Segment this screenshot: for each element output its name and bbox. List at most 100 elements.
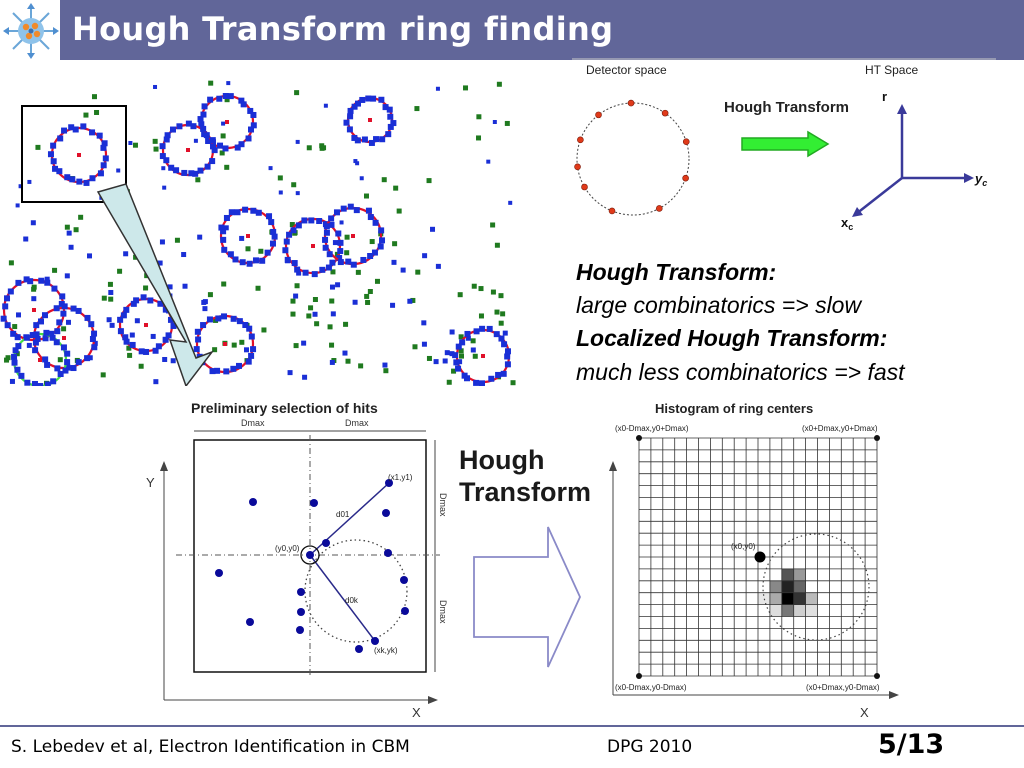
seed-hit	[306, 551, 314, 559]
ring-hit	[282, 247, 289, 254]
ring-hit	[209, 368, 216, 375]
green-hit	[458, 334, 464, 340]
green-hit	[35, 144, 41, 150]
ring-hit	[117, 316, 124, 323]
histogram-cell	[805, 604, 818, 617]
ring-hit	[68, 124, 75, 131]
zoom-box	[21, 105, 127, 203]
ring-hit	[101, 140, 108, 147]
scattered-blue-hit	[435, 263, 441, 269]
ring-hit	[84, 355, 91, 362]
ring-hit	[250, 111, 257, 118]
ring-hit	[386, 106, 393, 113]
scattered-blue-hit	[353, 159, 358, 164]
ring-hit	[473, 379, 480, 386]
scattered-blue-hit	[161, 166, 166, 171]
ring-hit	[70, 305, 77, 312]
green-hit	[258, 248, 264, 254]
ring-hit	[360, 256, 367, 263]
ring-center	[62, 336, 66, 340]
seed-hit-marker	[300, 545, 320, 565]
ring-hit	[239, 259, 246, 266]
ring-hit	[355, 100, 362, 107]
scattered-blue-hit	[16, 312, 22, 318]
ring-hit	[387, 123, 394, 130]
scattered-blue-hit	[244, 347, 250, 353]
ring-hit	[159, 143, 166, 150]
ring-hit	[100, 162, 107, 169]
histogram-cell	[769, 592, 782, 605]
green-hit	[239, 339, 245, 345]
green-hit	[94, 109, 100, 115]
prelim-y-arrowhead	[160, 461, 168, 471]
ring-hit	[264, 249, 271, 256]
ring-hit	[216, 95, 223, 102]
ring-hit	[269, 240, 276, 247]
green-hit	[174, 237, 180, 243]
ring-hit	[478, 380, 485, 386]
scattered-blue-hit	[170, 358, 176, 364]
distance-line-d0k	[309, 554, 376, 642]
scattered-blue-hit	[92, 340, 98, 346]
ring-hit	[290, 227, 297, 234]
ring-hit	[286, 231, 293, 238]
scattered-blue-hit	[31, 296, 37, 302]
ring-hit	[91, 330, 98, 337]
green-hit	[334, 251, 340, 257]
ring-hit	[200, 125, 207, 132]
green-hit	[64, 224, 70, 230]
scattered-blue-hit	[296, 270, 302, 276]
ring-hit	[10, 330, 17, 337]
ring-hit	[206, 316, 213, 323]
ring-hit	[0, 315, 7, 322]
scattered-blue-hit	[162, 356, 168, 362]
green-hit	[100, 372, 106, 378]
scattered-blue-hit	[129, 332, 135, 338]
green-hit	[231, 342, 237, 348]
green-hit	[392, 241, 398, 247]
ring-hit	[500, 370, 507, 377]
ring-hit	[53, 305, 60, 312]
ring-hit	[255, 209, 262, 216]
ring-hit	[11, 353, 18, 360]
ring-hit	[170, 322, 177, 329]
ring-hit	[2, 303, 9, 310]
ring-hit	[102, 155, 109, 162]
ring-hit	[44, 361, 51, 368]
scattered-blue-hit	[330, 311, 336, 317]
ring-hit	[218, 224, 225, 231]
scattered-blue-hit	[435, 86, 440, 91]
ring-hit	[157, 300, 164, 307]
green-hit	[498, 293, 504, 299]
detector-ring	[576, 102, 690, 216]
hit-point	[215, 569, 223, 577]
ring-center	[481, 354, 485, 358]
green-hit	[478, 286, 484, 292]
ring-hit	[486, 325, 493, 332]
green-hit	[470, 338, 476, 344]
ring-hit	[72, 126, 79, 133]
green-hit	[291, 182, 297, 188]
green-hit	[220, 133, 226, 139]
ring-hit	[169, 126, 176, 133]
ring-hit	[57, 371, 64, 378]
ring-hit	[221, 313, 228, 320]
detector-space-label: Detector space	[586, 63, 667, 77]
ring-hit	[188, 170, 195, 177]
ring-hit	[75, 359, 82, 366]
detector-hit	[627, 99, 635, 107]
hit-point	[246, 618, 254, 626]
ring-hit	[64, 174, 71, 181]
green-hit	[329, 298, 335, 304]
ring-hit	[42, 356, 49, 363]
ring-hit	[322, 236, 329, 243]
histogram-cell	[781, 592, 794, 605]
ring-hit	[41, 312, 48, 319]
scattered-blue-hit	[335, 282, 341, 288]
detector-hit	[655, 205, 663, 212]
note-localized-hough-transform: Localized Hough Transform:	[576, 325, 888, 351]
ring-hit	[61, 127, 68, 134]
ring-hit	[18, 372, 25, 379]
scattered-blue-hit	[26, 342, 32, 348]
scattered-blue-hit	[470, 347, 476, 353]
